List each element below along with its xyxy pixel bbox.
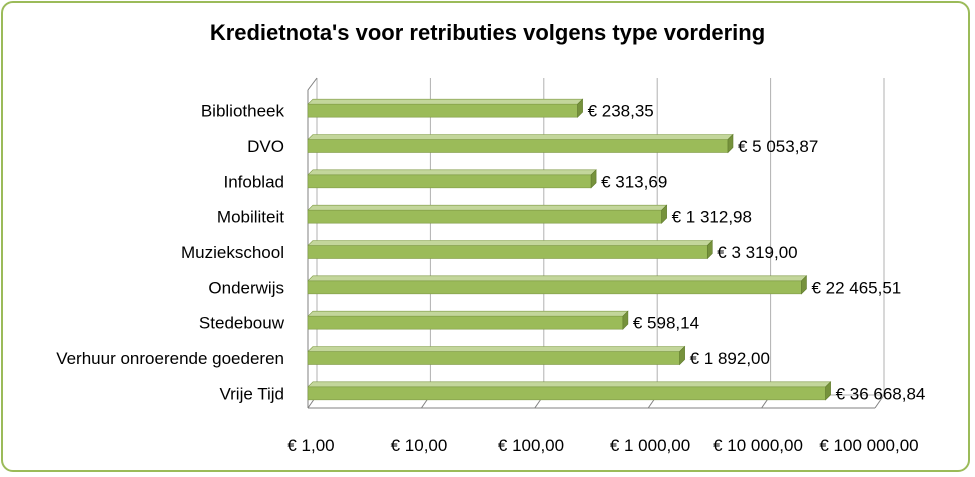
bar xyxy=(307,275,808,295)
bar-side xyxy=(825,381,831,401)
data-label: € 3 319,00 xyxy=(717,243,797,262)
x-tick-label: € 10 000,00 xyxy=(713,436,803,455)
bar-front xyxy=(307,245,708,259)
chart-title: Kredietnota's voor retributies volgens t… xyxy=(209,20,766,45)
bar-front xyxy=(307,351,680,365)
category-labels: Bibliotheek DVO Infoblad Mobiliteit Muzieksc… xyxy=(56,102,285,404)
bar xyxy=(307,133,734,154)
bar-front xyxy=(307,174,592,189)
data-label: € 1 312,98 xyxy=(672,208,752,227)
bar-side xyxy=(590,169,597,189)
category-label: Muziekschool xyxy=(181,243,284,262)
bar xyxy=(307,381,832,401)
bar-top xyxy=(307,346,686,352)
category-label: Vrije Tijd xyxy=(219,384,284,403)
bar-top xyxy=(307,240,714,246)
data-label: € 1 892,00 xyxy=(690,349,770,368)
bar-front xyxy=(307,209,662,224)
category-label: DVO xyxy=(247,137,284,156)
x-tick-label: € 10,00 xyxy=(391,436,448,455)
bars xyxy=(307,98,832,401)
data-label: € 238,35 xyxy=(588,102,654,121)
bar xyxy=(307,98,584,118)
bar-side xyxy=(679,345,685,366)
bar-side xyxy=(622,310,629,330)
bar-top xyxy=(307,98,584,105)
bar xyxy=(307,204,668,224)
bar-top xyxy=(307,204,668,211)
bar xyxy=(307,169,597,189)
bar-front xyxy=(307,280,802,295)
bar-front xyxy=(307,386,826,401)
category-label: Stedebouw xyxy=(199,314,285,333)
x-tick-label: € 1,00 xyxy=(287,436,334,455)
bar-top xyxy=(307,169,597,176)
bar-top xyxy=(307,134,734,140)
bar-side xyxy=(706,239,713,260)
data-labels: € 238,35 € 5 053,87 € 313,69 € 1 312,98 € 3 … xyxy=(588,102,926,404)
category-label: Verhuur onroerende goederen xyxy=(56,349,284,368)
x-tick-label: € 100 000,00 xyxy=(819,436,918,455)
bar-side xyxy=(727,133,734,154)
floor-tick xyxy=(874,394,885,409)
bar-front xyxy=(307,139,729,153)
bar-side xyxy=(661,204,667,224)
x-tick-labels: € 1,00 € 10,00 € 100,00 € 1 000,00 € 10 000,… xyxy=(287,436,918,455)
data-label: € 313,69 xyxy=(601,172,667,191)
bar xyxy=(307,239,714,260)
x-tick-label: € 1 000,00 xyxy=(610,436,690,455)
x-tick-label: € 100,00 xyxy=(498,436,564,455)
bar-top xyxy=(307,381,832,388)
data-label: € 36 668,84 xyxy=(836,384,926,403)
bar-top xyxy=(307,275,808,282)
data-label: € 598,14 xyxy=(633,314,699,333)
category-label: Mobiliteit xyxy=(217,208,284,227)
category-label: Infoblad xyxy=(224,172,285,191)
bar-side xyxy=(801,275,807,295)
category-label: Bibliotheek xyxy=(201,102,285,121)
category-label: Onderwijs xyxy=(208,278,284,297)
bar-front xyxy=(307,315,624,330)
data-label: € 5 053,87 xyxy=(738,137,818,156)
data-label: € 22 465,51 xyxy=(811,278,901,297)
left-wall-top xyxy=(307,77,318,91)
bar-top xyxy=(307,310,629,317)
bar xyxy=(307,310,629,330)
bar-side xyxy=(577,98,583,118)
bar xyxy=(307,345,686,366)
bar-front xyxy=(307,103,578,118)
